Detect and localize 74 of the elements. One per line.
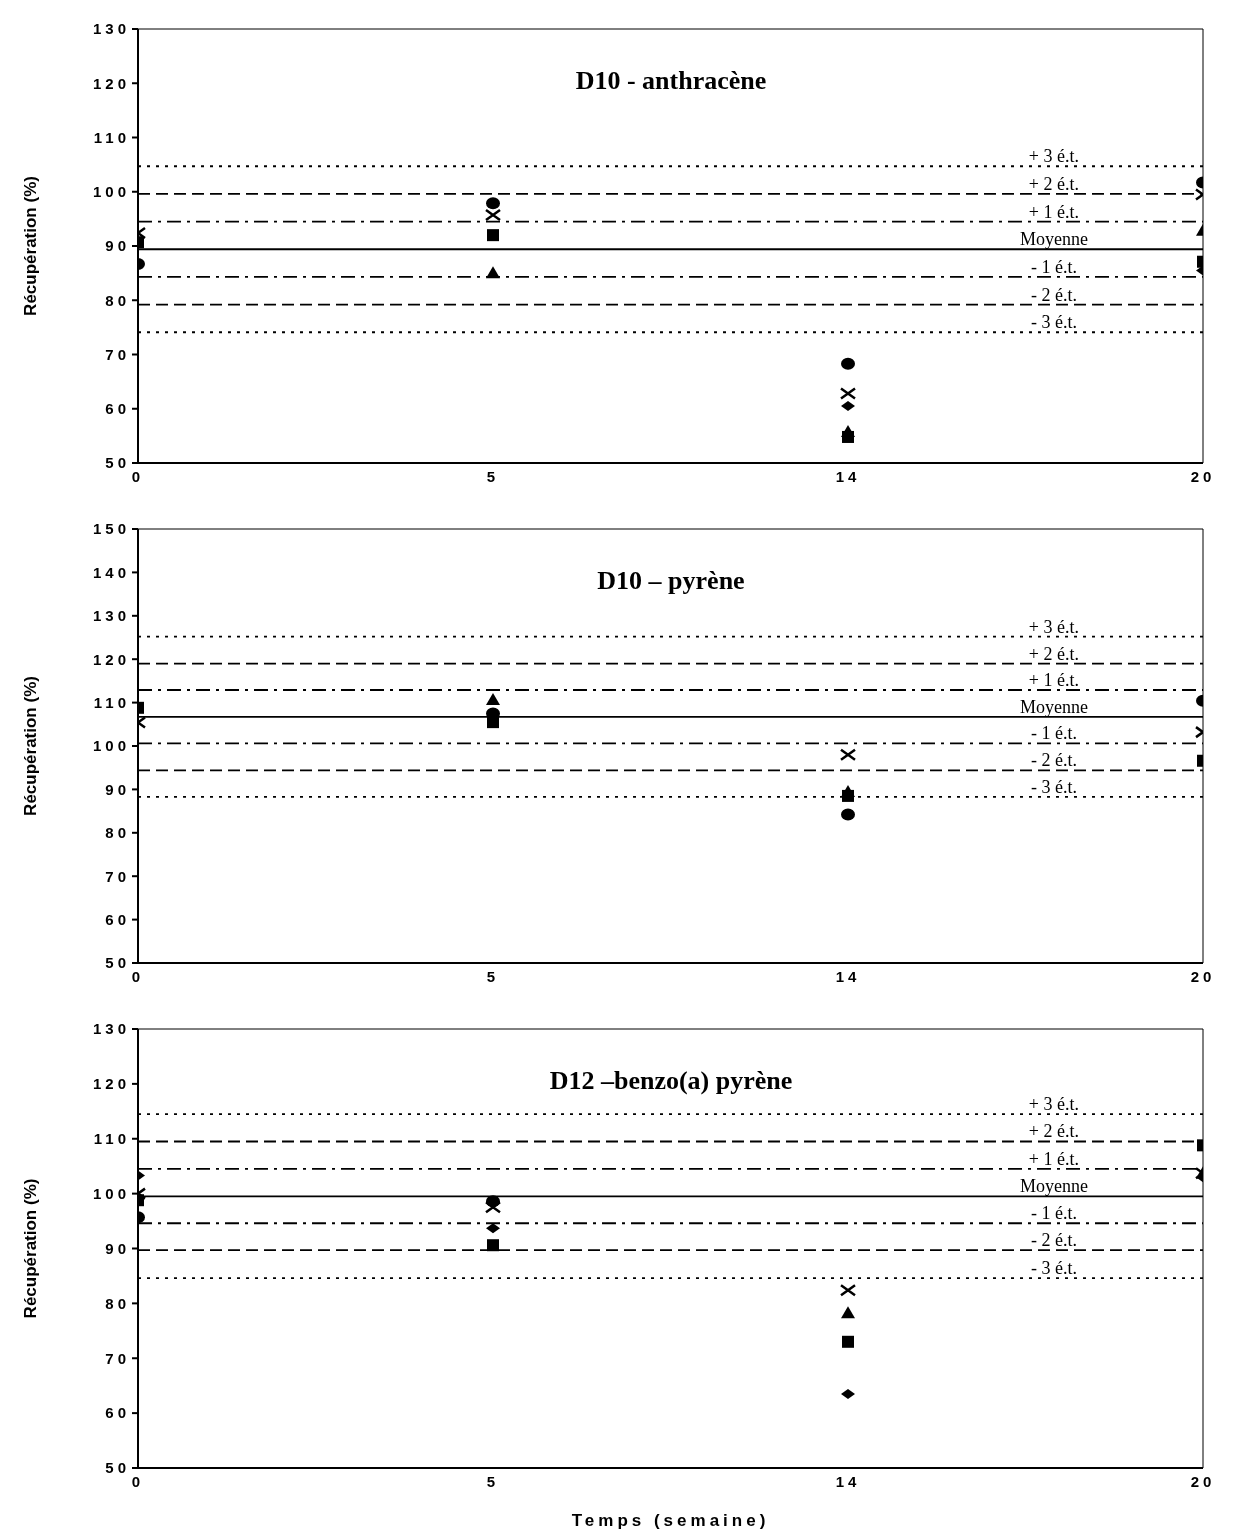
y-tick-label: 70 (105, 867, 130, 885)
ref-line-label: - 3 é.t. (1030, 1258, 1077, 1279)
y-tick-label: 80 (105, 291, 130, 309)
x-tick-label: 0 (131, 467, 145, 485)
ref-line-label: - 2 é.t. (1030, 1230, 1077, 1251)
y-tick-label: 90 (105, 237, 130, 255)
ref-line-label: - 1 é.t. (1030, 256, 1077, 277)
y-tick-label: 120 (92, 1075, 130, 1093)
point (841, 808, 855, 821)
ref-line-label: + 1 é.t. (1028, 1148, 1079, 1169)
x-tick-label: 0 (131, 1472, 145, 1490)
y-tick-label: 120 (92, 650, 130, 668)
x-tick-label: 14 (835, 467, 861, 485)
x-tick-label: 20 (1190, 467, 1216, 485)
point (841, 785, 855, 797)
y-tick-label: 150 (92, 520, 130, 538)
x-tick-label: 5 (486, 1472, 500, 1490)
ref-line-label: + 2 é.t. (1028, 643, 1079, 664)
y-tick-label: 130 (92, 607, 130, 625)
x-tick-label: 14 (835, 967, 861, 985)
y-tick-label: 120 (92, 74, 130, 92)
y-axis-title: Récupération (%) (21, 676, 41, 816)
ref-line-label: + 1 é.t. (1028, 670, 1079, 691)
ref-line-label: - 1 é.t. (1030, 1203, 1077, 1224)
ref-line-label: - 3 é.t. (1030, 312, 1077, 333)
y-tick-label: 90 (105, 780, 130, 798)
y-tick-label: 110 (93, 693, 130, 711)
ref-line-label: - 2 é.t. (1030, 284, 1077, 305)
y-tick-label: 60 (105, 1404, 130, 1422)
y-tick-label: 90 (105, 1239, 130, 1257)
x-tick-label: 5 (486, 967, 500, 985)
y-tick-label: 100 (92, 183, 130, 201)
y-tick-label: 100 (92, 737, 130, 755)
point (486, 693, 500, 705)
y-axis-title: Récupération (%) (21, 176, 41, 316)
y-tick-label: 60 (105, 400, 130, 418)
ref-line-label: + 2 é.t. (1028, 1121, 1079, 1142)
y-tick-label: 80 (105, 1294, 130, 1312)
ref-line-label: Moyenne (1019, 1176, 1088, 1197)
y-tick-label: 70 (105, 1349, 130, 1367)
ref-line-label: - 1 é.t. (1030, 723, 1077, 744)
y-tick-label: 80 (105, 824, 130, 842)
ref-line-label: Moyenne (1019, 229, 1088, 250)
ref-line-label: + 2 é.t. (1028, 173, 1079, 194)
y-tick-label: 70 (105, 345, 130, 363)
y-tick-label: 50 (105, 454, 130, 472)
y-tick-label: 110 (93, 128, 130, 146)
y-tick-label: 140 (92, 563, 130, 581)
ref-line-label: + 3 é.t. (1028, 1094, 1079, 1115)
ref-line-label: + 3 é.t. (1028, 616, 1079, 637)
y-tick-label: 110 (93, 1130, 130, 1148)
y-tick-label: 50 (105, 1459, 130, 1477)
y-axis-title: Récupération (%) (21, 1178, 41, 1319)
x-axis-title: Temps (semaine) (571, 1511, 770, 1530)
ref-line-label: + 1 é.t. (1028, 201, 1079, 222)
text: D10 - anthracène (574, 66, 768, 96)
x-tick-label: 20 (1190, 1472, 1216, 1490)
ref-line-label: - 2 é.t. (1030, 750, 1077, 771)
x-tick-label: 14 (835, 1472, 861, 1490)
y-tick-label: 100 (92, 1184, 130, 1202)
x-tick-label: 5 (486, 467, 500, 485)
ref-line-label: - 3 é.t. (1030, 776, 1077, 797)
y-tick-label: 60 (105, 910, 130, 928)
point (841, 425, 855, 438)
ref-line-label: Moyenne (1019, 696, 1088, 717)
x-tick-label: 0 (131, 967, 145, 985)
y-tick-label: 130 (92, 20, 130, 38)
point (486, 266, 500, 279)
text: D12 –benzo(a) pyrène (548, 1066, 794, 1096)
y-tick-label: 130 (92, 1020, 130, 1038)
y-tick-label: 50 (105, 954, 130, 972)
text: D10 – pyrène (596, 566, 746, 596)
x-tick-label: 20 (1190, 967, 1216, 985)
ref-line-label: + 3 é.t. (1028, 146, 1079, 167)
